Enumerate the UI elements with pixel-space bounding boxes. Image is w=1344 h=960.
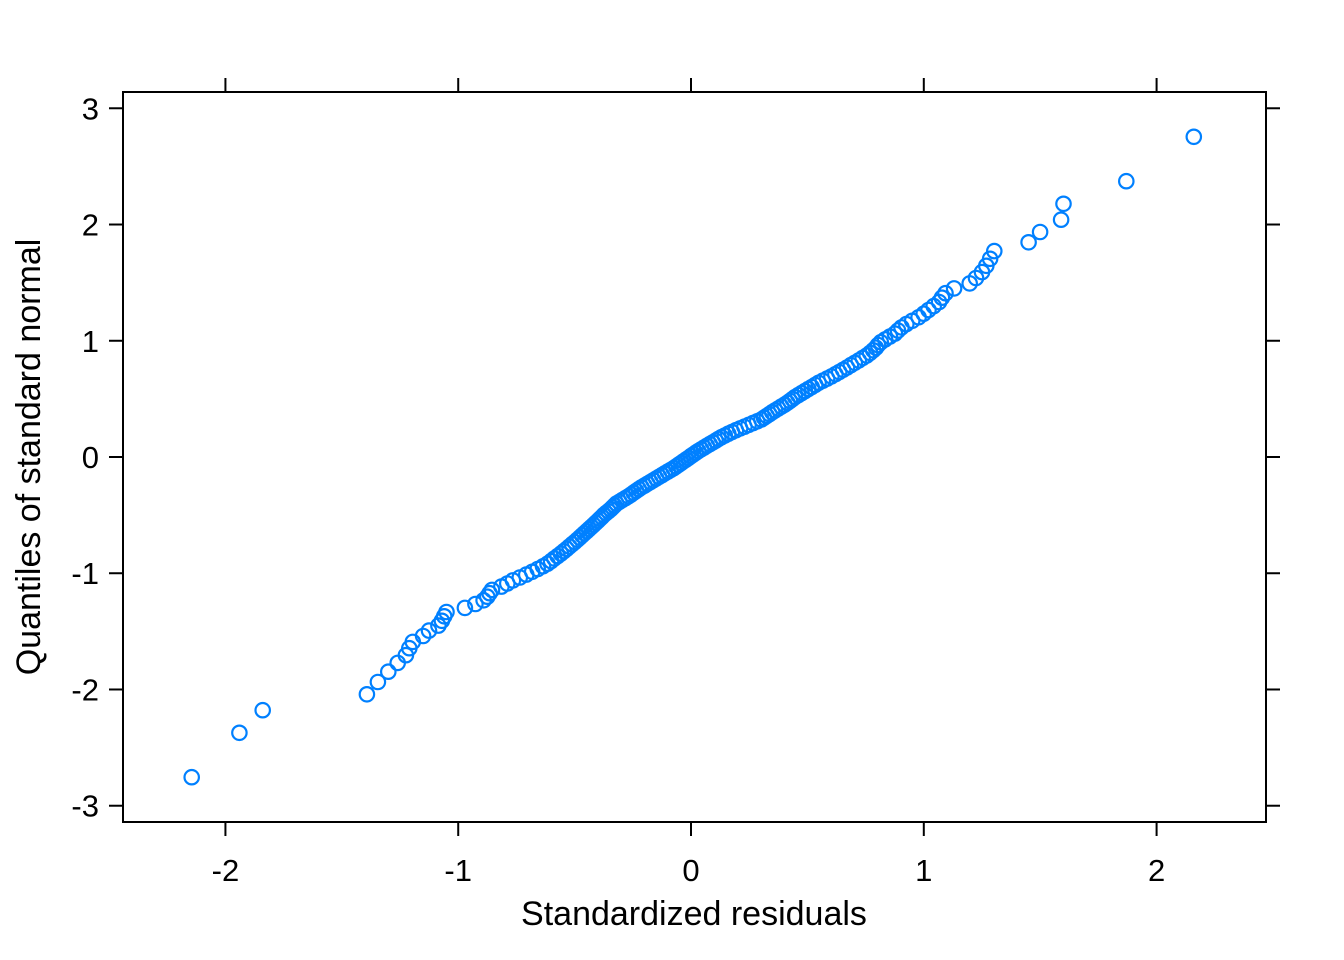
data-point (389, 654, 406, 672)
y-tick-label: -2 (71, 672, 99, 707)
data-point (456, 599, 474, 617)
y-tick-label: 3 (82, 91, 99, 126)
data-point (483, 581, 501, 599)
x-axis-title: Standardized residuals (521, 895, 867, 933)
x-tick-label: 1 (915, 853, 932, 888)
data-point (867, 339, 885, 356)
data-point (358, 685, 376, 703)
data-point (781, 392, 799, 410)
x-tick-label: 0 (682, 853, 699, 888)
y-tick-label: -3 (71, 789, 99, 824)
y-axis-ticks: -3 -2 -1 0 1 2 3 (71, 91, 1280, 824)
data-point (1118, 172, 1135, 190)
data-point (254, 701, 272, 719)
data-point (1185, 128, 1203, 146)
data-point (985, 242, 1003, 260)
x-axis-ticks: -2 -1 0 1 2 (212, 78, 1165, 888)
data-point (420, 622, 438, 639)
data-point (379, 663, 397, 680)
data-point (1031, 223, 1049, 241)
data-point (1055, 195, 1072, 213)
data-points (183, 128, 1203, 786)
y-tick-label: 1 (82, 324, 99, 359)
data-point (933, 289, 951, 306)
data-point (183, 768, 200, 786)
y-tick-label: 2 (82, 208, 99, 243)
y-tick-label: -1 (71, 556, 99, 591)
x-tick-label: 2 (1148, 853, 1165, 888)
data-point (231, 724, 248, 742)
data-point (467, 595, 484, 613)
y-axis-title: Quantiles of standard normal (10, 239, 48, 676)
x-tick-label: -2 (212, 853, 240, 888)
data-point (369, 673, 387, 691)
y-tick-label: 0 (82, 440, 99, 475)
data-point (438, 603, 455, 621)
data-point (1052, 211, 1070, 228)
data-point (1020, 234, 1037, 251)
data-point (937, 284, 954, 302)
data-point (945, 280, 963, 297)
x-tick-label: -1 (444, 853, 472, 888)
